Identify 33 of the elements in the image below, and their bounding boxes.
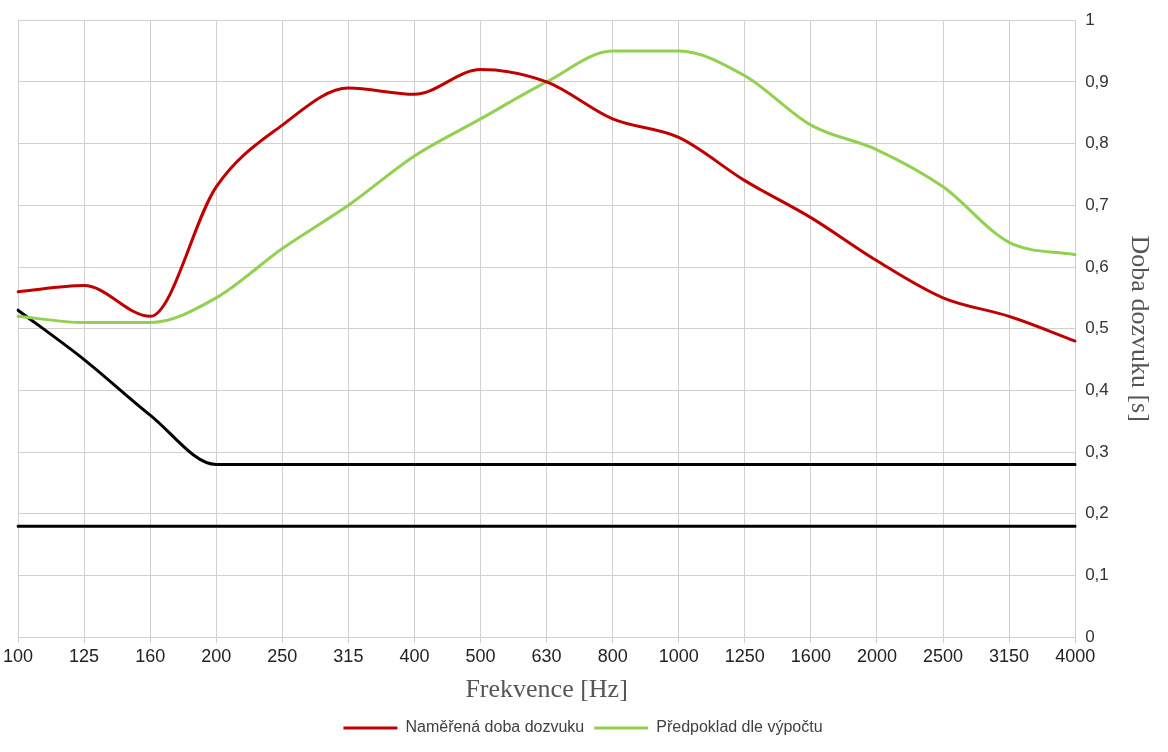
y-tick-label: 0,2	[1085, 503, 1109, 523]
x-tick-label: 2500	[923, 645, 964, 666]
y-tick-label: 0,1	[1085, 565, 1109, 585]
y-tick-label: 0,7	[1085, 194, 1109, 214]
legend-label: Předpoklad dle výpočtu	[656, 718, 823, 736]
x-tick-label: 400	[399, 645, 430, 666]
x-tick-label: 1000	[658, 645, 699, 666]
x-tick-label: 1600	[790, 645, 831, 666]
legend-label: Naměřená doba dozvuku	[405, 718, 585, 736]
x-tick-label: 800	[597, 645, 628, 666]
y-tick-label: 0,3	[1085, 441, 1109, 461]
y-tick-label: 1	[1085, 9, 1095, 29]
y-tick-label: 0,5	[1085, 318, 1109, 338]
x-tick-label: 200	[201, 645, 232, 666]
x-tick-label: 3150	[989, 645, 1030, 666]
x-axis-title: Frekvence [Hz]	[465, 674, 628, 704]
x-tick-label: 125	[69, 645, 100, 666]
y-axis-title: Doba dozvuku [s]	[1125, 235, 1155, 422]
y-tick-label: 0,8	[1085, 133, 1109, 153]
x-tick-label: 4000	[1055, 645, 1096, 666]
x-tick-label: 1250	[724, 645, 765, 666]
y-tick-label: 0,4	[1085, 380, 1109, 400]
x-tick-label: 630	[531, 645, 562, 666]
line-series	[16, 308, 1077, 466]
x-tick-label: 2000	[856, 645, 897, 666]
y-tick-label: 0,9	[1085, 71, 1109, 91]
y-tick-label: 0,6	[1085, 256, 1109, 276]
x-tick-label: 160	[135, 645, 166, 666]
x-tick-label: 315	[333, 645, 364, 666]
x-tick-label: 500	[465, 645, 496, 666]
x-tick-label: 100	[2, 645, 34, 666]
x-tick-label: 250	[267, 645, 298, 666]
y-tick-label: 0	[1085, 626, 1095, 646]
